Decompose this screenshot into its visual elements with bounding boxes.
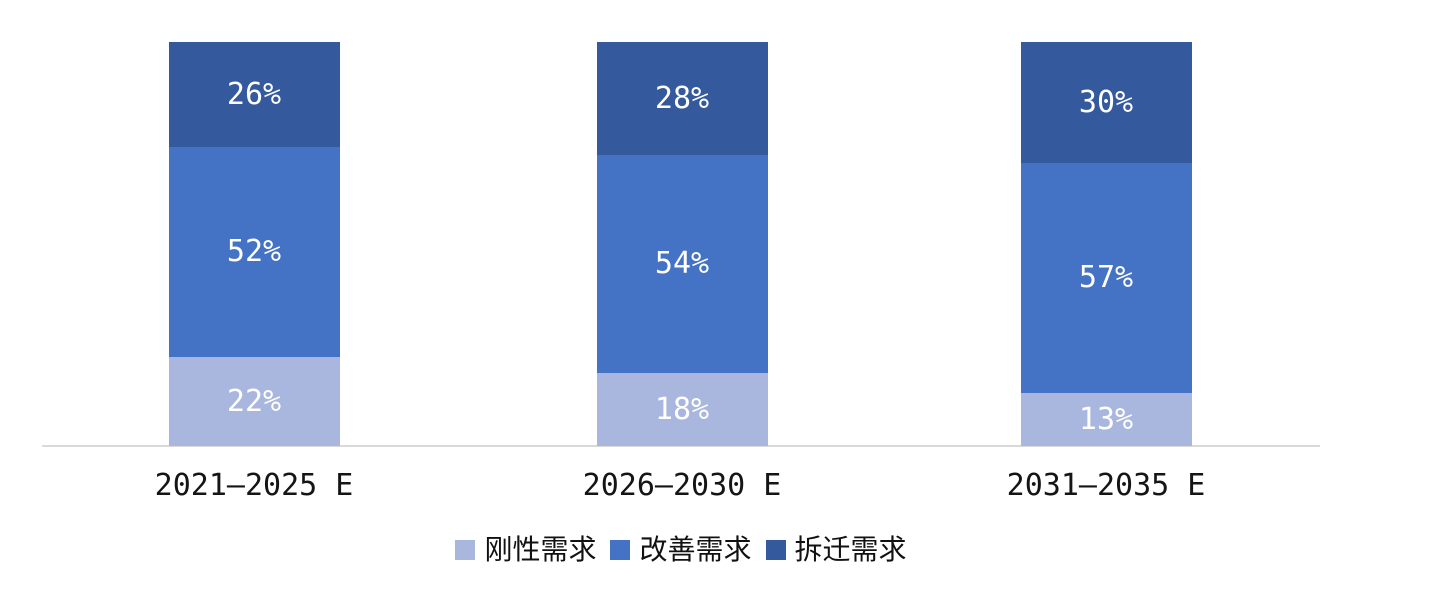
bar-segment-刚性需求: 13%	[1020, 393, 1192, 446]
bar-segment-改善需求: 52%	[168, 147, 340, 358]
bar-segment-拆迁需求: 26%	[168, 42, 340, 148]
segment-data-label: 30%	[1078, 84, 1134, 120]
legend-label: 拆迁需求	[794, 533, 907, 566]
legend-item-刚性需求: 刚性需求	[455, 536, 596, 564]
legend-item-拆迁需求: 拆迁需求	[765, 533, 907, 566]
segment-data-label: 54%	[654, 246, 710, 282]
segment-data-label: 52%	[226, 234, 282, 270]
bar-segment-改善需求: 57%	[1020, 163, 1192, 394]
bar-segment-刚性需求: 18%	[596, 373, 768, 446]
x-axis-category-label: 2021—2025 E	[154, 468, 354, 503]
bar-segment-拆迁需求: 28%	[596, 42, 768, 156]
bar-column: 22% 52% 26%	[168, 42, 340, 446]
legend-label: 刚性需求	[484, 533, 597, 566]
x-axis-line	[42, 445, 1320, 447]
segment-data-label: 22%	[226, 383, 282, 419]
x-axis-category-label: 2031—2035 E	[1006, 468, 1206, 503]
legend-label: 改善需求	[639, 533, 752, 566]
segment-data-label: 13%	[1078, 401, 1134, 437]
legend: 刚性需求 改善需求 拆迁需求	[42, 536, 1320, 564]
segment-data-label: 18%	[654, 391, 710, 427]
bar-column: 13% 57% 30%	[1020, 42, 1192, 446]
bar-column: 18% 54% 28%	[596, 42, 768, 446]
bar-segment-拆迁需求: 30%	[1020, 42, 1192, 164]
segment-data-label: 57%	[1078, 260, 1134, 296]
legend-swatch-icon	[455, 540, 476, 560]
segment-data-label: 28%	[654, 80, 710, 116]
bar-segment-改善需求: 54%	[596, 155, 768, 374]
segment-data-label: 26%	[226, 76, 282, 112]
bar-segment-刚性需求: 22%	[168, 357, 340, 446]
legend-swatch-icon	[610, 540, 631, 560]
x-axis-category-label: 2026—2030 E	[582, 468, 782, 503]
legend-item-改善需求: 改善需求	[610, 533, 752, 566]
legend-swatch-icon	[765, 540, 786, 560]
